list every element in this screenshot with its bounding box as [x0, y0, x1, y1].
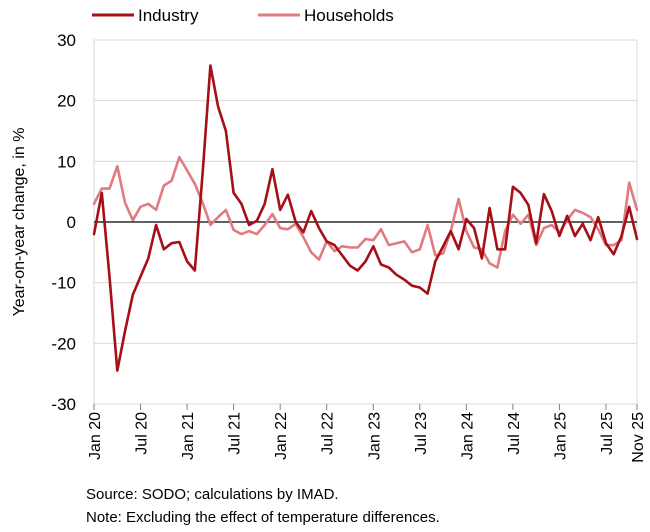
y-tick-label: 30	[57, 31, 76, 50]
legend: Industry Households	[92, 6, 394, 25]
x-tick-label: Jul 22	[320, 412, 337, 455]
legend-label: Households	[304, 6, 394, 25]
x-tick-label: Jul 23	[413, 412, 430, 455]
y-tick-label: 0	[67, 213, 76, 232]
x-tick-label: Jan 24	[459, 412, 476, 460]
footnote: Note: Excluding the effect of temperatur…	[86, 509, 440, 526]
x-tick-label: Jul 21	[227, 412, 244, 455]
x-axis-ticks: Jan 20 Jul 20 Jan 21 Jul 21 Jan 22 Jul 22 Jan …	[87, 404, 647, 463]
legend-label: Industry	[138, 6, 199, 25]
y-tick-label: 10	[57, 152, 76, 171]
x-tick-label: Nov 25	[630, 412, 647, 463]
line-chart: Industry Households 30 20 10 0 -10 -20 -30 Jan …	[11, 6, 647, 463]
x-tick-label: Jan 25	[552, 412, 569, 460]
x-tick-label: Jul 25	[599, 412, 616, 455]
series-line-industry	[92, 64, 639, 372]
y-axis-ticks: 30 20 10 0 -10 -20 -30	[51, 31, 76, 414]
y-tick-label: -30	[51, 395, 76, 414]
y-tick-label: -10	[51, 274, 76, 293]
source-note: Source: SODO; calculations by IMAD.	[86, 486, 339, 503]
series-lines	[92, 64, 639, 372]
x-tick-label: Jan 23	[366, 412, 383, 460]
y-axis-label: Year-on-year change, in %	[11, 128, 28, 317]
y-tick-label: 20	[57, 92, 76, 111]
x-tick-label: Jan 21	[180, 412, 197, 460]
x-tick-label: Jul 20	[134, 412, 151, 455]
x-tick-label: Jan 20	[87, 412, 104, 460]
x-tick-label: Jan 22	[273, 412, 290, 460]
y-tick-label: -20	[51, 334, 76, 353]
x-tick-label: Jul 24	[506, 412, 523, 455]
series-line-households	[92, 155, 639, 269]
